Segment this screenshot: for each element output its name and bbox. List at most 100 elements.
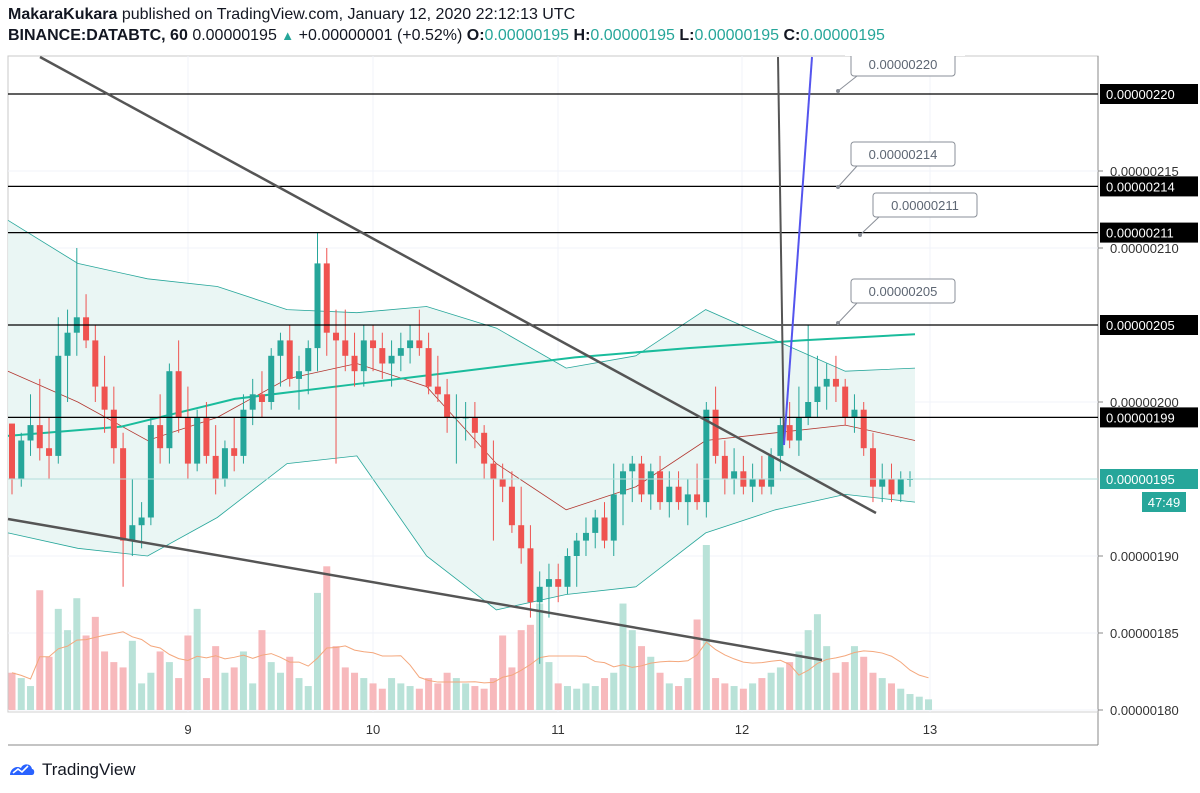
candle-body	[92, 340, 99, 387]
volume-bar	[600, 678, 608, 710]
level-price-tag	[1100, 176, 1198, 197]
candle-body	[573, 540, 580, 556]
last-price-tag	[1100, 469, 1198, 489]
bollinger-lower	[7, 455, 916, 611]
up-arrow-icon: ▲	[281, 28, 295, 43]
candle-body	[518, 525, 525, 549]
candle-body	[166, 371, 173, 449]
volume-bar	[462, 683, 470, 710]
volume-bar	[758, 678, 766, 710]
candle-body	[684, 494, 691, 503]
candle-body	[768, 455, 775, 487]
vertical-projection-line	[777, 56, 785, 446]
low-label: L:	[679, 27, 695, 44]
volume-bar	[286, 656, 294, 710]
countdown-label: 47:49	[1148, 495, 1181, 510]
callout-dot	[836, 185, 840, 189]
volume-bar	[406, 686, 414, 710]
volume-bar	[45, 656, 53, 710]
candle-body	[110, 409, 117, 449]
callout-box	[850, 141, 956, 167]
volume-bar	[184, 635, 192, 710]
volume-bar	[91, 616, 99, 710]
candle-body	[508, 486, 515, 526]
candle-body	[157, 425, 164, 449]
volume-bar	[388, 678, 396, 710]
volume-bar	[823, 646, 831, 710]
volume-bar	[693, 619, 701, 710]
callout-box	[850, 278, 956, 304]
open-value: 0.00000195	[484, 27, 570, 44]
candle-body	[666, 486, 673, 503]
volume-bar	[647, 656, 655, 710]
candle-body	[342, 340, 349, 356]
volume-bar	[239, 651, 247, 710]
candle-body	[277, 340, 284, 356]
tradingview-footer[interactable]: TradingView	[8, 760, 136, 780]
volume-bar	[684, 678, 692, 710]
symbol-name[interactable]: BINANCE:DATABTC, 60	[8, 27, 188, 44]
candle-body	[675, 486, 682, 503]
volume-bar	[156, 651, 164, 710]
candle-body	[490, 463, 497, 479]
volume-bar	[619, 603, 627, 710]
x-tick-label: 12	[735, 722, 749, 737]
volume-bar	[545, 662, 553, 710]
tradingview-brand: TradingView	[42, 760, 136, 779]
level-price-label: 0.00000199	[1106, 410, 1175, 425]
candle-body	[647, 471, 654, 495]
candle-body	[286, 340, 293, 379]
callout-pointer	[859, 216, 880, 236]
volume-bar	[767, 672, 775, 710]
publish-info: MakaraKukara published on TradingView.co…	[8, 6, 575, 24]
candle-body	[860, 409, 867, 449]
candle-body	[444, 394, 451, 418]
candle-body	[249, 394, 256, 410]
volume-bar	[415, 688, 423, 710]
candle-body	[731, 471, 738, 479]
level-price-label: 0.00000214	[1106, 179, 1175, 194]
volume-bar	[323, 566, 331, 710]
candle-body	[351, 355, 358, 372]
candle-body	[138, 517, 145, 526]
candle-body	[83, 317, 90, 341]
candle-body	[851, 409, 858, 418]
callout-pointer	[837, 75, 858, 92]
volume-bar	[841, 662, 849, 710]
level-price-label: 0.00000220	[1106, 87, 1175, 102]
candle-body	[620, 471, 627, 495]
volume-bar	[341, 667, 349, 710]
candle-body	[805, 402, 812, 418]
volume-bar	[147, 672, 155, 710]
candle-body	[129, 525, 136, 541]
volume-bar	[813, 614, 821, 710]
volume-bar	[434, 683, 442, 710]
price-change: +0.00000001 (+0.52%)	[298, 27, 463, 44]
volume-bar	[795, 651, 803, 710]
candle-body	[536, 586, 543, 603]
candle-body	[360, 340, 367, 372]
candle-body	[434, 386, 441, 395]
volume-bar	[73, 598, 81, 710]
volume-bar	[258, 630, 266, 710]
volume-bar	[369, 683, 377, 710]
candle-body	[203, 417, 210, 456]
volume-bar	[8, 672, 16, 710]
level-price-tag	[1100, 84, 1198, 104]
callout-label: 0.00000211	[891, 198, 959, 213]
volume-bar	[110, 662, 118, 710]
candle-body	[592, 517, 599, 533]
published-text: published on TradingView.com, January 12…	[121, 6, 576, 23]
volume-bar	[230, 667, 238, 710]
candle-body	[27, 425, 34, 441]
plot-top-mask	[845, 42, 965, 56]
author-name[interactable]: MakaraKukara	[8, 6, 118, 23]
volume-bar	[675, 686, 683, 710]
volume-bar	[249, 683, 257, 710]
volume-bar	[869, 672, 877, 710]
volume-bar	[267, 662, 275, 710]
candle-body	[212, 455, 219, 479]
close-label: C:	[783, 27, 801, 44]
candle-body	[749, 479, 756, 487]
